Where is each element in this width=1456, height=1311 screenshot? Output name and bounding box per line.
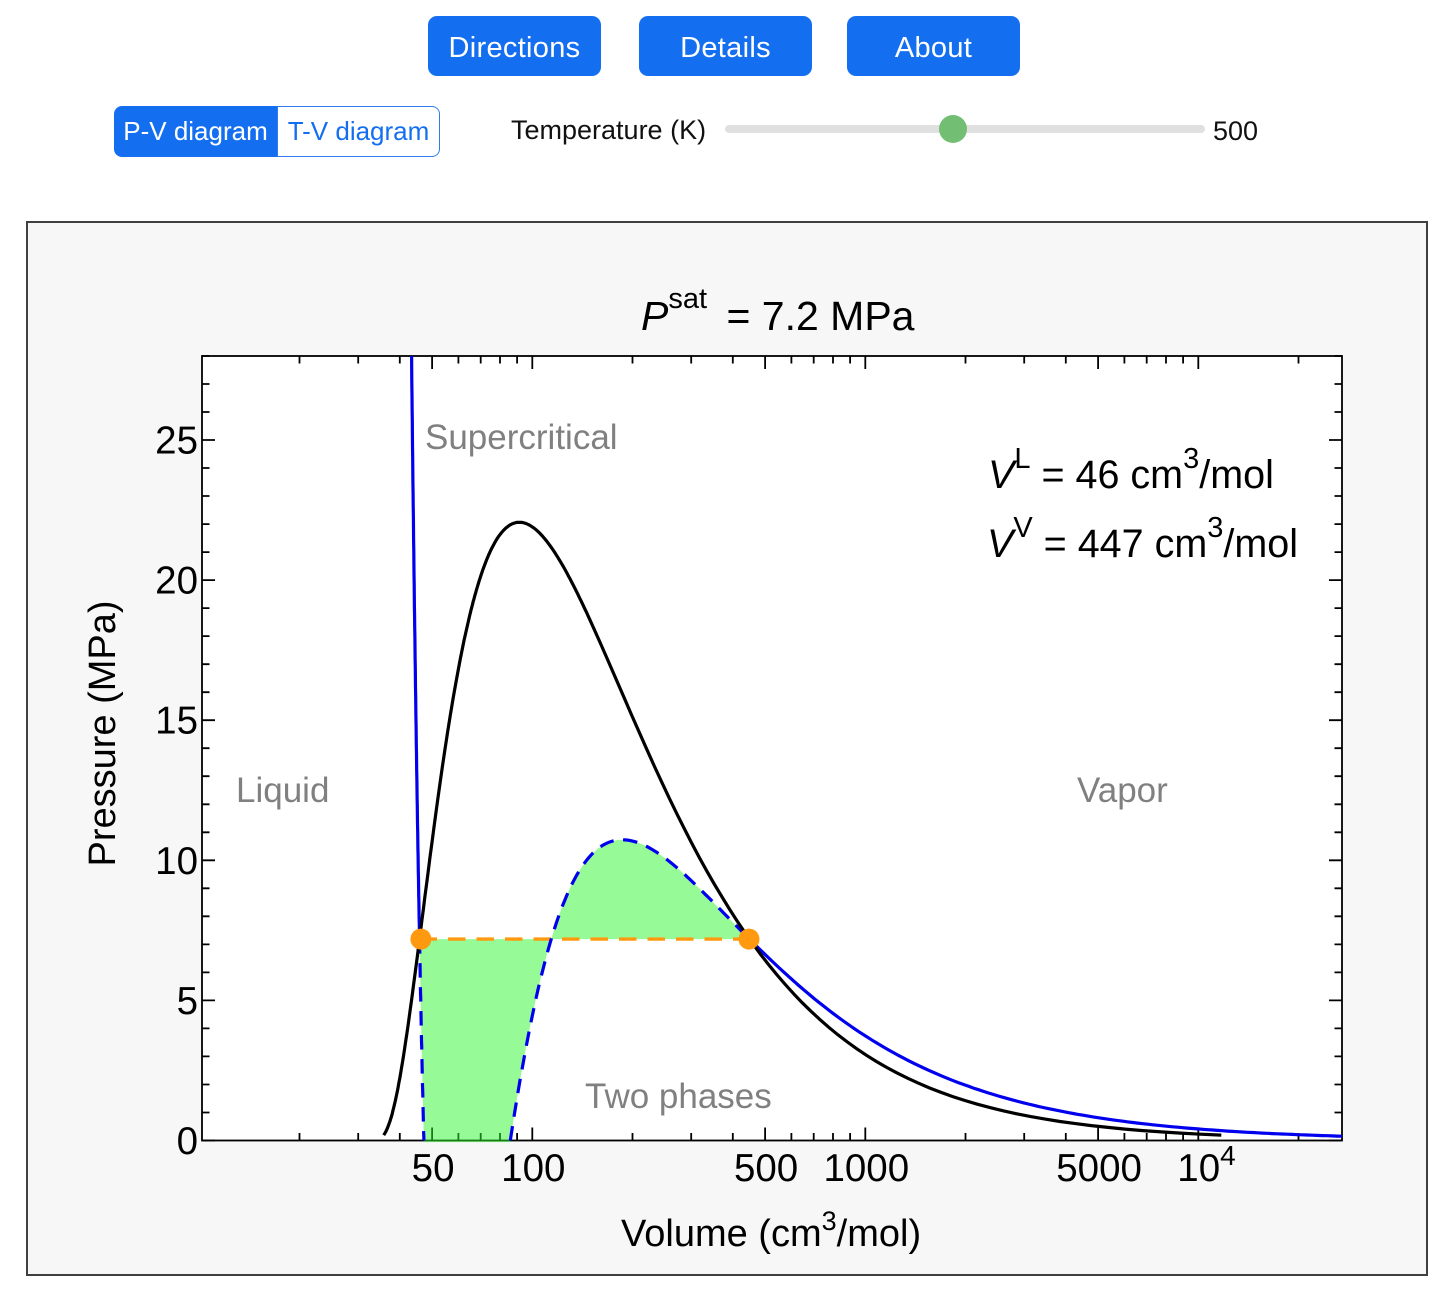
svg-text:20: 20 [155,560,198,603]
svg-text:10: 10 [155,840,198,883]
svg-text:100: 100 [501,1147,565,1190]
svg-text:1000: 1000 [823,1147,909,1190]
svg-text:Psat = 7.2 MPa: Psat = 7.2 MPa [641,283,915,339]
svg-text:500: 500 [734,1147,798,1190]
svg-text:15: 15 [155,700,198,743]
svg-text:Two phases: Two phases [585,1077,772,1116]
svg-text:0: 0 [177,1120,198,1163]
svg-text:Volume (cm3/mol): Volume (cm3/mol) [621,1206,921,1255]
svg-text:5: 5 [177,980,198,1023]
svg-text:5000: 5000 [1056,1147,1142,1190]
svg-text:Pressure (MPa): Pressure (MPa) [82,600,124,866]
svg-text:Vapor: Vapor [1077,771,1168,810]
svg-text:25: 25 [155,420,198,463]
svg-text:Liquid: Liquid [236,771,329,810]
svg-text:Supercritical: Supercritical [425,418,618,457]
svg-text:50: 50 [412,1147,455,1190]
